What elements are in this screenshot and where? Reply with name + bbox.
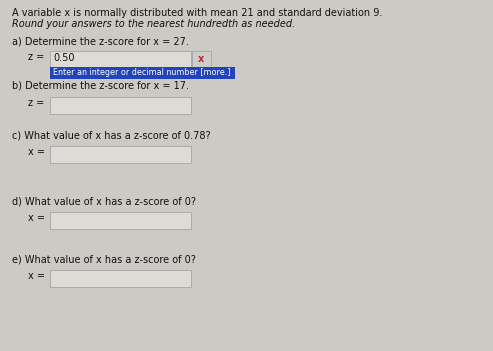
FancyBboxPatch shape	[49, 146, 190, 163]
Text: x: x	[198, 54, 204, 64]
Text: x =: x =	[28, 271, 45, 281]
FancyBboxPatch shape	[49, 51, 190, 67]
Text: 0.50: 0.50	[53, 53, 74, 63]
FancyBboxPatch shape	[49, 212, 190, 229]
Text: z =: z =	[28, 98, 44, 108]
Text: x =: x =	[28, 147, 45, 157]
FancyBboxPatch shape	[49, 270, 190, 286]
Text: e) What value of x has a z-score of 0?: e) What value of x has a z-score of 0?	[12, 254, 196, 264]
FancyBboxPatch shape	[49, 97, 190, 113]
Text: a) Determine the z-score for x = 27.: a) Determine the z-score for x = 27.	[12, 36, 189, 46]
Text: c) What value of x has a z-score of 0.78?: c) What value of x has a z-score of 0.78…	[12, 130, 211, 140]
Text: d) What value of x has a z-score of 0?: d) What value of x has a z-score of 0?	[12, 196, 196, 206]
Text: b) Determine the z-score for x = 17.: b) Determine the z-score for x = 17.	[12, 81, 189, 91]
Text: Round your answers to the nearest hundredth as needed.: Round your answers to the nearest hundre…	[12, 19, 295, 29]
Text: z =: z =	[28, 52, 44, 62]
FancyBboxPatch shape	[191, 51, 211, 67]
FancyBboxPatch shape	[50, 67, 235, 79]
Text: Enter an integer or decimal number [more.]: Enter an integer or decimal number [more…	[53, 68, 231, 77]
Text: A variable x is normally distributed with mean 21 and standard deviation 9.: A variable x is normally distributed wit…	[12, 8, 383, 18]
Text: x =: x =	[28, 213, 45, 223]
